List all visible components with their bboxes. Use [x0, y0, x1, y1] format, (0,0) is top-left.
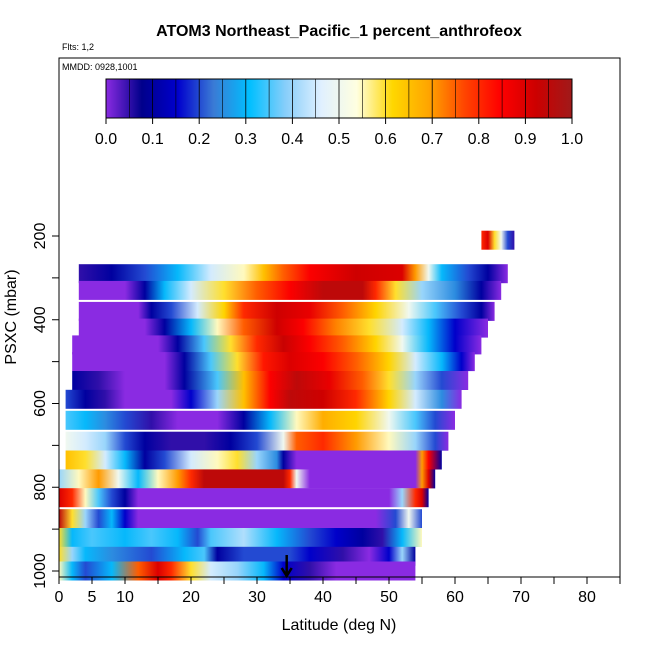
colorbar-tick-label: 0.7 — [421, 131, 443, 148]
y-tick-label: 800 — [32, 474, 49, 501]
x-tick-label: 10 — [116, 589, 134, 606]
chart-title: ATOM3 Northeast_Pacific_1 percent_anthro… — [156, 23, 522, 40]
colorbar-tick-label: 0.9 — [514, 131, 536, 148]
x-tick-label: 70 — [512, 589, 530, 606]
heatmap-row — [65, 450, 442, 470]
colorbar-tick-label: 0.4 — [281, 131, 303, 148]
plot-frame — [58, 57, 621, 578]
heatmap-row — [59, 469, 436, 489]
heatmap-row — [78, 264, 508, 284]
heatmap-row — [59, 509, 422, 529]
x-tick-label: 0 — [55, 589, 64, 606]
colorbar-tick-label: 0.6 — [374, 131, 396, 148]
x-tick-label: 60 — [446, 589, 464, 606]
colorbar-tick-label: 0.0 — [95, 131, 117, 148]
heatmap-row — [65, 431, 449, 451]
heatmap-row — [65, 389, 462, 409]
y-axis-label: PSXC (mbar) — [3, 269, 20, 364]
x-axis-label: Latitude (deg N) — [282, 617, 397, 634]
colorbar-tick-label: 0.3 — [235, 131, 257, 148]
heatmap-row — [72, 335, 482, 355]
heatmap-row — [59, 528, 422, 547]
y-tick-label: 200 — [32, 223, 49, 250]
x-tick-label: 30 — [248, 589, 266, 606]
x-tick-label: 50 — [380, 589, 398, 606]
heatmap-row — [59, 546, 416, 566]
colorbar-tick-label: 0.2 — [188, 131, 210, 148]
colorbar-tick-label: 0.8 — [468, 131, 490, 148]
arrow-down-marker — [280, 555, 293, 579]
heatmap-rows — [59, 230, 515, 581]
colorbar-tick-label: 0.1 — [141, 131, 163, 148]
heatmap-row — [59, 561, 416, 581]
heatmap-row — [72, 371, 469, 390]
heatmap-row — [78, 318, 489, 338]
heatmap-row — [78, 301, 495, 321]
colorbar-tick-label: 0.5 — [328, 131, 350, 148]
flights-label: Flts: 1,2 — [62, 42, 94, 52]
dates-label: MMDD: 0928,1001 — [62, 62, 138, 72]
y-tick-label: 600 — [32, 390, 49, 417]
colorbar: 0.0 0.1 0.2 0.3 0.4 0.5 0.6 0.7 0.8 0.9 1.0 — [95, 78, 583, 148]
x-tick-label: 5 — [88, 589, 97, 606]
axes: 0 5 10 20 30 40 50 60 70 80 200 400 600 800 1000 — [32, 223, 621, 606]
y-tick-label: 1000 — [32, 553, 49, 589]
heatmap-row — [78, 280, 502, 300]
arrow-head — [280, 567, 293, 579]
heatmap-row — [65, 410, 455, 430]
x-tick-label: 80 — [578, 589, 596, 606]
heatmap-row — [59, 488, 429, 508]
x-tick-label: 20 — [182, 589, 200, 606]
y-tick-label: 400 — [32, 306, 49, 333]
heatmap-row — [481, 230, 515, 250]
x-tick-label: 40 — [314, 589, 332, 606]
heatmap-row — [72, 352, 475, 372]
colorbar-tick-label: 1.0 — [561, 131, 583, 148]
